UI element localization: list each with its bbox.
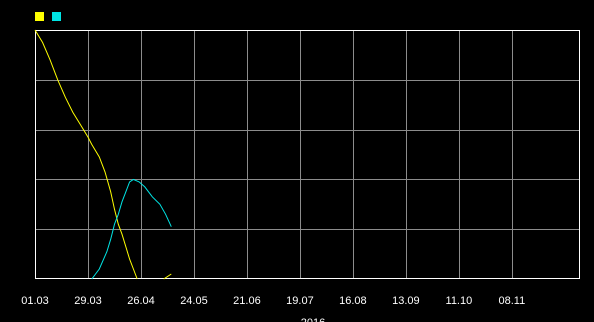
chart-grid [35,30,580,279]
x-tick-label: 29.03 [74,295,102,307]
plot-area [35,30,580,279]
legend-swatch [35,12,44,21]
series-line [91,178,172,280]
series-line [163,273,172,280]
legend-swatch [52,12,61,21]
x-tick-label: 21.06 [233,295,261,307]
series-line [34,29,138,280]
chart-legend [35,12,61,21]
x-axis-year-label: 2016 [301,317,325,322]
x-tick-label: 24.05 [180,295,208,307]
x-tick-label: 13.09 [392,295,420,307]
x-tick-label: 19.07 [286,295,314,307]
x-tick-label: 16.08 [339,295,367,307]
x-tick-label: 26.04 [127,295,155,307]
plot-frame [35,30,580,279]
x-tick-label: 11.10 [446,295,473,307]
x-tick-label: 08.11 [499,295,526,307]
x-tick-label: 01.03 [21,295,49,307]
x-axis-ticks: 01.03 29.03 26.04 24.05 21.06 19.07 16.08 13.09… [21,295,525,307]
chart-series [34,29,172,280]
